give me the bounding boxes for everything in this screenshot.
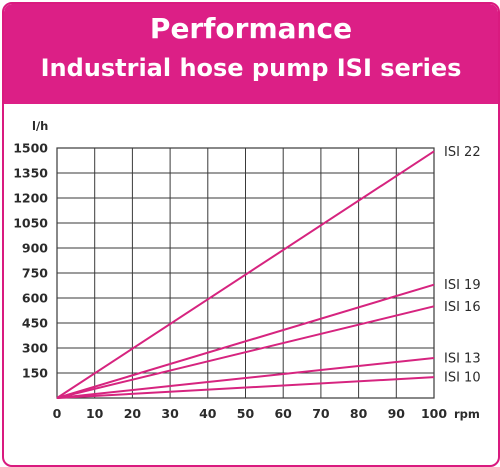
series-lines [56, 150, 435, 399]
x-tick-label: 20 [124, 406, 142, 421]
series-line [56, 357, 435, 399]
x-axis-label: rpm [454, 407, 480, 421]
y-tick-label: 1350 [13, 166, 48, 181]
y-tick-label: 450 [22, 316, 48, 331]
y-tick-label: 150 [22, 366, 48, 381]
series-line [56, 376, 435, 399]
axes: l/h rpm [32, 119, 480, 421]
grid: 0 10 20 30 40 50 60 70 80 90 100 150 300 450 600 750 900… [13, 141, 447, 422]
x-tick-label: 30 [161, 406, 179, 421]
series-line [56, 150, 435, 399]
y-tick-label: 1500 [13, 141, 48, 156]
y-tick-label: 600 [22, 291, 48, 306]
x-tick-label: 60 [274, 406, 292, 421]
y-tick-label: 1200 [13, 191, 48, 206]
x-tick-label: 40 [199, 406, 217, 421]
chart-subtitle: Industrial hose pump ISI series [40, 54, 462, 82]
y-tick-label: 900 [22, 241, 48, 256]
y-tick-label: 300 [22, 341, 48, 356]
x-tick-label: 0 [53, 406, 62, 421]
series-label: ISI 19 [444, 278, 481, 293]
series-labels: ISI 22 ISI 19 ISI 16 ISI 13 ISI 10 [444, 145, 481, 386]
x-tick-label: 50 [237, 406, 255, 421]
series-label: ISI 10 [444, 371, 481, 386]
x-tick-label: 10 [86, 406, 104, 421]
x-tick-label: 90 [388, 406, 406, 421]
series-line [56, 283, 435, 399]
header-banner: Performance Industrial hose pump ISI ser… [4, 4, 498, 104]
chart-title: Performance [149, 12, 353, 45]
series-line [56, 305, 435, 399]
series-label: ISI 16 [444, 300, 481, 315]
y-tick-label: 750 [22, 266, 48, 281]
x-tick-label: 80 [350, 406, 368, 421]
y-axis-label: l/h [32, 119, 48, 133]
x-tick-label: 70 [312, 406, 330, 421]
series-label: ISI 13 [444, 352, 481, 367]
y-tick-label: 1050 [13, 216, 48, 231]
series-label: ISI 22 [444, 145, 481, 160]
x-tick-label: 100 [421, 406, 447, 421]
